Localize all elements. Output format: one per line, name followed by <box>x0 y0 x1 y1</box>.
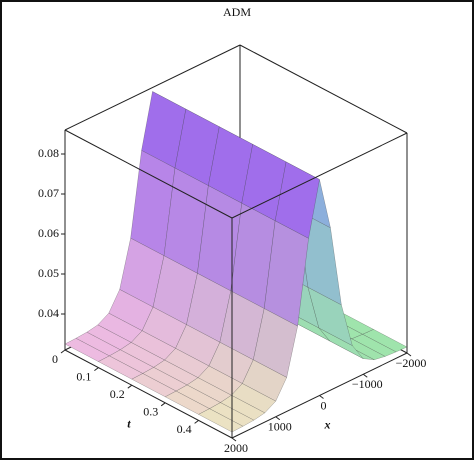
z-tick-label: 0.07 <box>38 186 59 200</box>
x-tick <box>406 352 412 357</box>
t-tick-label: 0.3 <box>143 405 158 419</box>
t-tick-label: 0.2 <box>110 387 125 401</box>
x-tick-label: 0 <box>321 398 327 412</box>
x-axis-label: x <box>324 417 331 431</box>
t-tick-label: 0.4 <box>177 422 192 436</box>
x-tick <box>362 373 368 378</box>
t-axis-label: t <box>127 417 131 431</box>
t-tick <box>94 367 99 372</box>
x-tick-label: −1000 <box>352 377 383 391</box>
z-tick-label: 0.06 <box>38 226 59 240</box>
x-tick-label: 1000 <box>268 420 292 434</box>
x-tick-label: 2000 <box>224 441 248 455</box>
z-tick-label: 0.08 <box>38 146 59 160</box>
box-edge <box>64 44 241 131</box>
x-tick <box>275 416 281 421</box>
t-tick <box>160 402 166 407</box>
box-edge <box>239 44 408 134</box>
t-tick <box>194 419 199 424</box>
x-tick <box>319 395 324 399</box>
box-edge <box>64 129 233 219</box>
box-edge <box>231 132 408 219</box>
t-tick <box>60 349 66 354</box>
x-tick <box>231 437 237 442</box>
x-tick-label: −2000 <box>396 356 427 370</box>
t-tick-label: 0.1 <box>76 369 91 383</box>
z-tick-label: 0.04 <box>38 306 59 320</box>
chart-title: ADM <box>223 5 251 19</box>
t-tick <box>127 384 133 389</box>
surface <box>64 91 408 433</box>
t-tick-label: 0 <box>52 352 58 366</box>
box-edge <box>64 349 233 439</box>
z-tick-label: 0.05 <box>38 266 59 280</box>
box-front: 0.04 0.05 0.06 0.07 0.08 0 0.1 0.2 0.3 0.4 −2000 −1… <box>38 44 427 455</box>
